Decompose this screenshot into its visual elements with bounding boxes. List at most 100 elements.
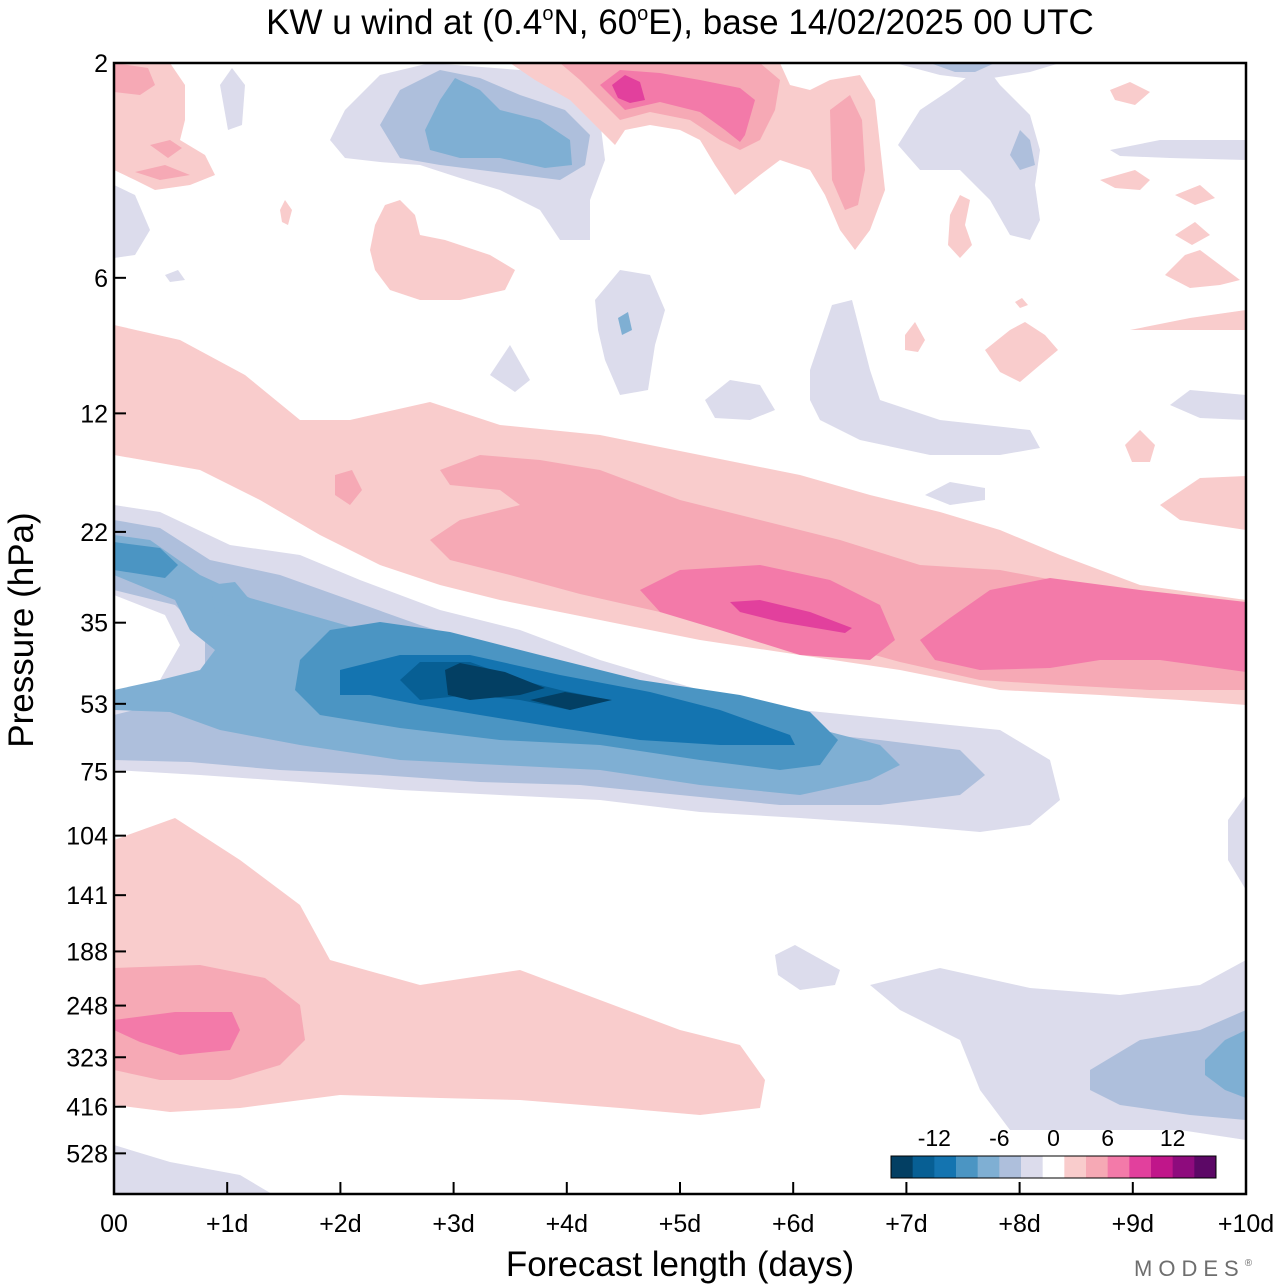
colorbar-tick-label: 6	[1101, 1125, 1114, 1151]
colorbar-swatch	[1021, 1156, 1044, 1178]
contour-pos-up-11	[1175, 185, 1215, 205]
contour-pos-up-8	[280, 200, 292, 225]
contour-pos-up-6c	[135, 165, 190, 180]
y-tick-label: 141	[66, 882, 108, 910]
contour-neg-up-1g	[1110, 140, 1246, 160]
x-axis-label: Forecast length (days)	[506, 1245, 854, 1284]
contour-neg-up-1f	[898, 65, 1040, 240]
colorbar-swatch	[977, 1156, 1000, 1178]
colorbar-frame	[890, 1155, 1217, 1179]
contour-neg-up-1l	[895, 63, 1060, 80]
contour-pos-band-1b	[1160, 476, 1246, 530]
modes-logo: MODES®	[1134, 1256, 1258, 1281]
colorbar-tick-label: 0	[1047, 1125, 1060, 1151]
y-tick-label: 2	[94, 50, 108, 78]
contour-neg-1c	[775, 945, 840, 990]
x-axis: 00 +1d +2d +3d +4d +5d +6d +7d +8d +9d +10d	[100, 1182, 1274, 1238]
contour-pos-up-9	[1110, 82, 1150, 105]
contour-neg-core-4	[114, 542, 178, 578]
colorbar-swatch	[1086, 1156, 1109, 1178]
y-tick-label: 75	[80, 759, 108, 787]
y-tick-label: 528	[66, 1140, 108, 1168]
y-axis: 2 6 12 22 35 53 75 104 141 188 248 323 416 528	[66, 50, 126, 1168]
contour-neg-up-3b	[618, 312, 632, 335]
x-tick-label: +2d	[319, 1210, 361, 1238]
contour-neg-core-3b	[210, 582, 250, 618]
colorbar-swatch	[1042, 1156, 1065, 1178]
contour-neg-1b	[1228, 795, 1246, 890]
lower-stratosphere-westerly	[114, 325, 1246, 705]
contour-pos-band-2b	[335, 470, 362, 505]
contour-pos-up-14	[1130, 310, 1246, 330]
contour-pos-up-15	[985, 322, 1058, 382]
y-tick-label: 104	[66, 823, 108, 851]
x-tick-label: +7d	[885, 1210, 927, 1238]
contour-pos-band-4	[730, 600, 852, 633]
colorbar-swatch	[1151, 1156, 1174, 1178]
contour-pos-up-6	[114, 63, 155, 95]
contour-neg-up-1k	[220, 68, 245, 130]
contour-neg-core-7b	[530, 692, 612, 710]
contour-pos-up-16	[948, 195, 972, 258]
x-tick-label: +3d	[432, 1210, 474, 1238]
colorbar-swatch	[1172, 1156, 1195, 1178]
contour-pos-up-4	[612, 75, 645, 103]
colorbar-swatch	[912, 1156, 935, 1178]
y-tick-label: 35	[80, 610, 108, 638]
lower-stratosphere-easterly	[114, 505, 1060, 832]
colorbar-swatch	[956, 1156, 979, 1178]
contour-pos-up-7	[370, 200, 515, 300]
contour-neg-up-2f	[1010, 130, 1035, 170]
contour-neg-up-2l	[930, 63, 995, 72]
y-tick-label: 22	[80, 519, 108, 547]
y-tick-label: 323	[66, 1044, 108, 1072]
contour-neg-up-1e	[705, 380, 775, 420]
colorbar-swatch	[934, 1156, 957, 1178]
contour-pos-up-18	[1125, 430, 1155, 462]
colorbar-swatch	[891, 1156, 914, 1178]
y-tick-label: 248	[66, 993, 108, 1021]
y-tick-label: 188	[66, 938, 108, 966]
contour-neg-up-1j	[114, 185, 150, 258]
colorbar-swatch	[1129, 1156, 1152, 1178]
contour-pos-up-1	[510, 63, 885, 250]
colorbar	[890, 1155, 1217, 1179]
contour-neg-up-1h	[1170, 390, 1246, 420]
y-tick-label: 416	[66, 1094, 108, 1122]
colorbar-swatch	[999, 1156, 1022, 1178]
contour-neg-up-1d	[810, 300, 1040, 455]
colorbar-swatch	[1194, 1156, 1217, 1178]
colorbar-tick-label: -6	[989, 1125, 1009, 1151]
x-tick-label: +8d	[998, 1210, 1040, 1238]
colorbar-swatch	[1064, 1156, 1087, 1178]
mid-troposphere-easterly	[775, 795, 1246, 1140]
contour-neg-core-7	[445, 663, 545, 700]
x-tick-label: +6d	[772, 1210, 814, 1238]
x-tick-label: +9d	[1112, 1210, 1154, 1238]
contour-pos-up-10	[1100, 170, 1150, 190]
contour-pos-band-3b	[920, 578, 1246, 672]
contour-neg-up-1i	[925, 482, 985, 505]
contour-pos-up-17	[905, 322, 925, 352]
x-tick-label: +4d	[546, 1210, 588, 1238]
upper-troposphere-westerly	[114, 818, 765, 1115]
colorbar-tick-label: 12	[1160, 1125, 1186, 1151]
contour-neg-bottom	[114, 1145, 272, 1194]
contour-pos-3	[114, 1012, 240, 1055]
x-tick-label: 00	[100, 1210, 128, 1238]
colorbar-swatch	[1107, 1156, 1130, 1178]
y-tick-label: 53	[80, 691, 108, 719]
y-tick-label: 6	[94, 265, 108, 293]
contour-pos-up-2b	[830, 95, 865, 210]
contour-neg-up-1b	[595, 270, 665, 395]
contour-field	[114, 63, 1246, 1194]
y-tick-label: 12	[80, 400, 108, 428]
contour-neg-3	[1205, 1030, 1246, 1098]
x-tick-label: +1d	[206, 1210, 248, 1238]
contour-pos-up-13	[1165, 250, 1240, 288]
y-axis-label: Pressure (hPa)	[2, 512, 41, 747]
colorbar-tick-label: -12	[918, 1125, 951, 1151]
contour-pos-up-12	[1175, 222, 1210, 245]
x-tick-label: +5d	[659, 1210, 701, 1238]
